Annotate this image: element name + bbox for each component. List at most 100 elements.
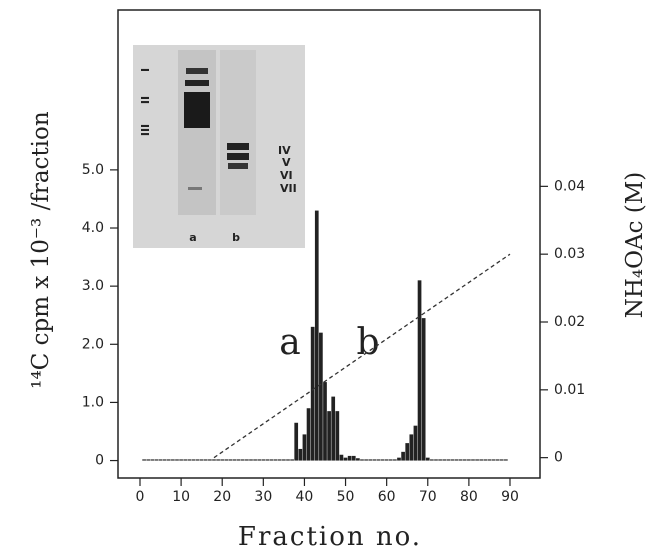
bar — [446, 459, 451, 461]
annotation: a — [279, 322, 300, 363]
x-tick-label: 90 — [501, 489, 519, 505]
bar — [331, 396, 336, 461]
bar — [146, 459, 151, 461]
gel-band-label: VII — [280, 182, 297, 195]
bar — [384, 459, 389, 461]
bar — [393, 459, 397, 461]
bar — [483, 459, 488, 461]
bar — [150, 459, 155, 461]
gel-background — [133, 45, 305, 248]
y-tick-label: 3.0 — [82, 278, 104, 294]
gel-band-label: VI — [280, 169, 293, 182]
bar — [265, 459, 270, 461]
bar — [380, 459, 385, 461]
bar — [479, 459, 484, 461]
bar — [351, 455, 356, 461]
bar — [405, 443, 410, 461]
bar — [397, 457, 401, 461]
bar — [409, 434, 414, 461]
bar — [269, 459, 274, 461]
bar — [282, 459, 286, 461]
bar — [261, 459, 266, 461]
plot-frame — [117, 9, 541, 479]
bar — [306, 408, 311, 461]
bar — [154, 459, 159, 461]
gel-lane — [220, 50, 256, 215]
bar — [220, 459, 225, 461]
bar — [504, 459, 508, 461]
bar — [372, 459, 377, 461]
bar — [487, 459, 492, 461]
y2-tick-label: 0 — [554, 450, 563, 466]
gel-band — [228, 163, 248, 169]
gel-band-label: III — [139, 124, 152, 136]
bar — [314, 210, 319, 461]
y2-tick-label: 0.03 — [554, 246, 585, 262]
bar — [462, 459, 467, 461]
bar — [417, 280, 422, 461]
bar — [454, 459, 459, 461]
bar — [430, 459, 434, 461]
bar — [475, 459, 479, 461]
gel-band-label: V — [282, 156, 291, 169]
y-axis-label: ¹⁴C cpm x 10⁻³ /fraction — [28, 111, 54, 389]
gel-band — [227, 153, 249, 160]
y-tick-label: 1.0 — [82, 394, 104, 410]
y-tick-label: 0 — [95, 453, 104, 469]
bar — [240, 459, 245, 461]
bar — [356, 458, 360, 461]
x-tick-label: 70 — [419, 489, 437, 505]
bar — [376, 459, 381, 461]
bar — [224, 459, 229, 461]
bar — [499, 459, 504, 461]
bar — [257, 459, 262, 461]
bar — [450, 459, 455, 461]
bar — [425, 457, 430, 461]
y2-tick-label: 0.01 — [554, 382, 585, 398]
gel-band-label: IV — [278, 144, 291, 157]
bar — [175, 459, 179, 461]
bar — [162, 459, 167, 461]
bar — [199, 459, 204, 461]
x-tick-label: 10 — [172, 489, 190, 505]
x-tick-label: 20 — [213, 489, 231, 505]
bar — [236, 459, 241, 461]
annotation: b — [356, 322, 379, 363]
gel-band — [184, 92, 210, 128]
bar — [195, 459, 200, 461]
x-axis-label: Fraction no. — [238, 522, 422, 552]
bar — [232, 459, 237, 461]
bar — [364, 459, 368, 461]
bar — [142, 459, 146, 461]
bar — [245, 459, 249, 461]
bar — [458, 459, 463, 461]
bar — [319, 332, 323, 461]
bar — [421, 318, 426, 461]
bar — [273, 459, 278, 461]
bar — [286, 459, 290, 461]
bar — [179, 459, 183, 461]
x-tick-label: 30 — [254, 489, 272, 505]
bar — [208, 459, 212, 461]
bar — [335, 411, 340, 461]
bar — [277, 459, 282, 461]
gel-band-label: I — [139, 68, 152, 72]
bar — [166, 459, 171, 461]
bar — [298, 448, 303, 461]
line — [213, 253, 511, 459]
y-tick-label: 2.0 — [82, 336, 104, 352]
gel-band — [185, 80, 209, 86]
bar — [347, 455, 352, 461]
x-tick-label: 40 — [296, 489, 314, 505]
bar — [413, 425, 418, 461]
bar — [294, 422, 299, 461]
bar — [467, 459, 471, 461]
bar — [228, 459, 233, 461]
bar — [249, 459, 253, 461]
bar — [187, 459, 192, 461]
bar — [388, 459, 393, 461]
x-tick-label: 50 — [337, 489, 355, 505]
x-tick-label: 0 — [136, 489, 145, 505]
gel-band — [188, 187, 202, 190]
gel-lane-label: b — [232, 231, 240, 244]
